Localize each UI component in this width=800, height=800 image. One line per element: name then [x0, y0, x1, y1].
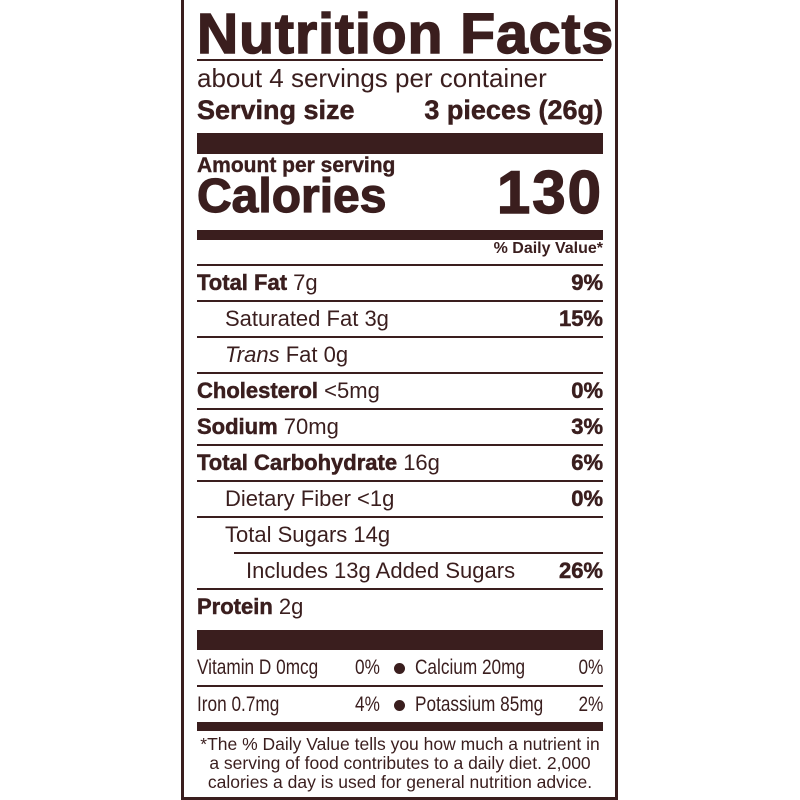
nutrient-amount: 7g [293, 270, 318, 295]
nutrient-dv: 3% [571, 414, 603, 440]
amount-per-serving: Amount per serving [197, 154, 396, 177]
vitamin-row: Vitamin D 0mcg 0% Calcium 20mg 0% [197, 650, 603, 687]
nutrient-name: Dietary Fiber [225, 486, 351, 511]
vitamin-dv: 0% [578, 655, 603, 679]
medium-divider [197, 722, 603, 731]
serving-size-value: 3 pieces (26g) [424, 95, 603, 126]
nutrient-dv: 0% [571, 378, 603, 404]
nutrient-row-trans-fat: Trans Fat 0g [197, 336, 603, 372]
bullet-icon [394, 662, 406, 674]
nutrient-amount: 16g [403, 450, 440, 475]
servings-per-container: about 4 servings per container [197, 63, 547, 93]
nutrition-facts-label: Nutrition Facts about 4 servings per con… [181, 0, 618, 800]
nutrient-list: Total Fat 7g 9% Saturated Fat 3g 15% Trans… [197, 264, 603, 624]
medium-divider [197, 230, 603, 240]
thick-divider [197, 630, 603, 650]
nutrient-row-total-carbohydrate: Total Carbohydrate 16g 6% [197, 444, 603, 480]
vitamin-dv: 0% [355, 655, 380, 679]
serving-size: Serving size 3 pieces (26g) [197, 94, 603, 126]
nutrient-row-added-sugars: Includes 13g Added Sugars 26% [234, 552, 603, 588]
calories-label: Calories [196, 169, 387, 223]
nutrient-dv: 26% [558, 558, 604, 584]
nutrient-name: Total Fat [197, 270, 288, 296]
nutrient-amount: <5mg [324, 378, 380, 403]
vitamin-list: Vitamin D 0mcg 0% Calcium 20mg 0% Iron 0… [197, 650, 603, 722]
label-title: Nutrition Facts [196, 2, 615, 66]
nutrient-name: Protein [197, 594, 273, 620]
vitamin-name: Calcium 20mg [414, 655, 525, 679]
vitamin-dv: 2% [578, 692, 603, 716]
calories-value: 130 [496, 159, 603, 226]
nutrient-row-total-fat: Total Fat 7g 9% [197, 264, 603, 300]
nutrient-dv: 9% [571, 270, 603, 296]
nutrient-name: Saturated Fat [225, 306, 359, 331]
vitamin-name: Vitamin D 0mcg [197, 655, 319, 679]
nutrient-row-cholesterol: Cholesterol <5mg 0% [197, 372, 603, 408]
nutrient-amount: 2g [278, 594, 304, 619]
nutrient-dv: 15% [558, 306, 604, 332]
daily-value-header: % Daily Value* [493, 240, 603, 257]
nutrient-amount: 0g [323, 342, 349, 367]
nutrient-amount: 3g [364, 306, 389, 331]
nutrient-amount: 70mg [283, 414, 339, 439]
nutrient-name-rest: Fat [285, 342, 318, 367]
nutrient-name: Total Sugars [225, 522, 348, 547]
divider [197, 59, 603, 61]
serving-size-label: Serving size [197, 95, 355, 126]
nutrient-amount: 14g [353, 522, 391, 547]
thick-divider [197, 133, 603, 154]
nutrient-name: Includes 13g Added Sugars [246, 558, 516, 583]
bullet-icon [394, 699, 406, 711]
nutrient-dv: 0% [571, 486, 603, 512]
nutrient-name: Trans [225, 342, 280, 367]
nutrient-row-sodium: Sodium 70mg 3% [197, 408, 603, 444]
nutrient-name: Cholesterol [197, 378, 319, 404]
nutrient-name: Sodium [197, 414, 278, 440]
nutrient-row-total-sugars: Total Sugars 14g [197, 516, 603, 552]
vitamin-name: Iron 0.7mg [197, 692, 280, 716]
nutrient-row-protein: Protein 2g [197, 588, 603, 624]
vitamin-row: Iron 0.7mg 4% Potassium 85mg 2% [197, 687, 603, 722]
nutrient-row-saturated-fat: Saturated Fat 3g 15% [197, 300, 603, 336]
nutrient-name: Total Carbohydrate [197, 450, 398, 476]
nutrient-amount: <1g [357, 486, 395, 511]
nutrient-dv: 6% [571, 450, 603, 476]
footnote: *The % Daily Value tells you how much a … [200, 734, 600, 792]
vitamin-dv: 4% [355, 692, 380, 716]
vitamin-name: Potassium 85mg [414, 692, 543, 716]
nutrient-row-dietary-fiber: Dietary Fiber <1g 0% [197, 480, 603, 516]
